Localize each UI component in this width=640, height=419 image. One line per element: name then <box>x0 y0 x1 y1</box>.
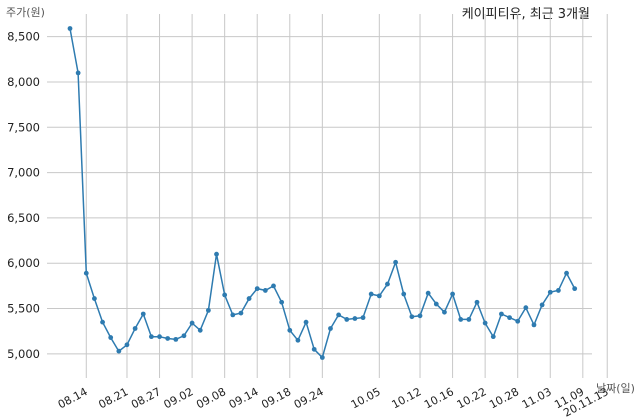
x-tick-label: 11.03 <box>520 385 554 411</box>
price-series-points <box>67 26 578 360</box>
x-tick-label: 10.28 <box>487 385 521 411</box>
y-tick-label: 5,500 <box>7 302 40 316</box>
x-tick-label: 08.14 <box>56 385 90 411</box>
x-tick-label: 09.02 <box>162 385 196 411</box>
data-point <box>230 312 236 318</box>
data-point <box>92 296 97 301</box>
data-point <box>376 293 382 299</box>
data-point <box>385 281 390 287</box>
data-point <box>287 327 293 333</box>
chart-title: 케이피티유, 최근 3개월 <box>462 7 590 22</box>
data-point <box>140 311 146 317</box>
data-point <box>450 291 455 297</box>
x-tick-label: 09.14 <box>227 385 261 411</box>
data-point <box>157 334 162 340</box>
x-tick-label: 09.24 <box>292 385 326 411</box>
data-point <box>279 299 285 305</box>
data-point <box>181 333 187 339</box>
x-tick-label: 10.22 <box>455 385 489 411</box>
data-point <box>108 335 114 340</box>
data-point <box>515 318 521 324</box>
data-point <box>116 348 122 354</box>
data-point <box>132 326 138 331</box>
data-point <box>556 288 561 293</box>
x-tick-label: 10.12 <box>390 385 424 411</box>
y-axis-ticks: 5,000 5,500 6,000 6,500 7,000 7,500 8,000 8,500 <box>7 30 40 361</box>
data-point <box>474 299 480 305</box>
data-point <box>458 317 464 322</box>
data-point <box>442 309 447 315</box>
data-point <box>303 319 309 325</box>
data-point <box>214 251 219 257</box>
data-point <box>238 310 244 316</box>
data-point <box>344 317 350 322</box>
data-point <box>564 270 569 276</box>
data-point <box>165 336 171 341</box>
data-point <box>67 26 73 31</box>
data-point <box>295 337 301 343</box>
y-tick-label: 8,000 <box>7 75 40 89</box>
data-point <box>254 286 260 292</box>
data-point <box>393 259 398 265</box>
data-point <box>466 317 472 322</box>
x-tick-label: 09.18 <box>259 385 293 411</box>
data-point <box>499 311 504 317</box>
y-axis-label: 주가(원) <box>6 6 45 19</box>
data-point <box>83 270 89 276</box>
y-tick-label: 7,000 <box>7 166 40 180</box>
data-point <box>336 312 342 318</box>
data-point <box>189 320 195 326</box>
data-point <box>572 286 578 292</box>
x-tick-label: 10.16 <box>422 385 456 411</box>
data-point <box>417 313 423 319</box>
data-point <box>205 307 211 313</box>
data-point <box>311 346 317 352</box>
data-point <box>100 319 105 325</box>
x-axis-ticks: 08.14 08.2108.2709.0209.0809.1409.1809.24… <box>56 385 611 419</box>
y-tick-label: 5,000 <box>7 347 40 361</box>
x-tick-label: 10.05 <box>349 385 383 411</box>
data-point <box>409 314 415 320</box>
data-point <box>262 288 268 293</box>
data-point <box>360 315 366 321</box>
data-point <box>368 291 374 297</box>
data-point <box>539 302 545 308</box>
y-tick-label: 6,500 <box>7 211 40 225</box>
data-point <box>401 291 407 297</box>
data-point <box>246 296 252 301</box>
data-point <box>173 336 179 342</box>
data-point <box>482 320 488 326</box>
y-tick-label: 6,000 <box>7 256 40 270</box>
data-point <box>523 305 529 311</box>
x-tick-label: 08.21 <box>96 385 130 411</box>
data-point <box>490 334 496 340</box>
data-point <box>271 283 276 289</box>
y-tick-label: 8,500 <box>7 30 40 44</box>
data-point <box>352 316 358 321</box>
data-point <box>124 342 130 348</box>
data-point <box>75 70 81 76</box>
x-tick-label: 09.08 <box>194 385 228 411</box>
data-point <box>507 315 512 321</box>
y-tick-label: 7,500 <box>7 120 40 134</box>
x-axis-label: 날짜(일) <box>596 381 635 395</box>
data-point <box>531 322 537 328</box>
data-point <box>149 334 154 340</box>
data-point <box>328 326 333 331</box>
data-point <box>319 355 325 360</box>
data-point <box>197 327 203 333</box>
data-point <box>433 301 439 307</box>
grid-lines <box>47 14 608 378</box>
data-point <box>547 289 553 295</box>
x-tick-label: 08.27 <box>129 385 163 411</box>
data-point <box>222 292 228 298</box>
data-point <box>425 290 431 296</box>
